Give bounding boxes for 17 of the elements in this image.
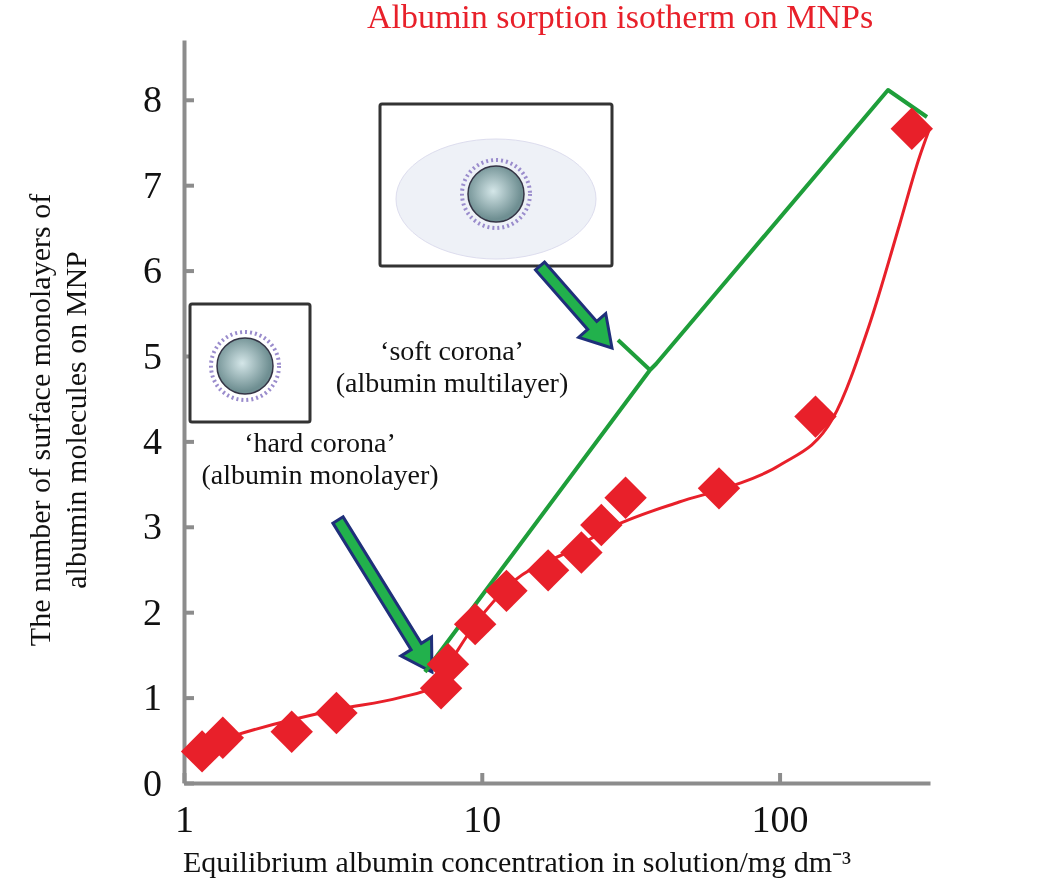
y-tick-label: 1	[143, 676, 162, 719]
y-axis-title: The number of surface monolayers of albumin molecules on MNP	[23, 193, 92, 647]
y-tick-label: 5	[143, 334, 162, 377]
y-tick-label: 6	[143, 249, 162, 292]
chart-title: Albumin sorption isotherm on MNPs	[366, 0, 874, 35]
y-tick-label: 7	[143, 163, 162, 206]
y-tick-label: 2	[143, 590, 162, 633]
x-tick-label: 1	[175, 797, 194, 840]
y-tick-label: 8	[143, 78, 162, 121]
y-tick-label: 0	[143, 761, 162, 804]
annotation: ‘hard corona’ (albumin monolayer)	[201, 427, 439, 490]
x-tick-label: 100	[751, 797, 809, 840]
x-tick-label: 10	[463, 797, 502, 840]
y-tick-label: 4	[143, 420, 162, 463]
y-tick-label: 3	[143, 505, 162, 548]
annotation: ‘soft corona’ (albumin multilayer)	[335, 335, 569, 398]
x-axis-title: Equilibrium albumin concentration in solution/mg dm⁻³	[182, 845, 852, 878]
